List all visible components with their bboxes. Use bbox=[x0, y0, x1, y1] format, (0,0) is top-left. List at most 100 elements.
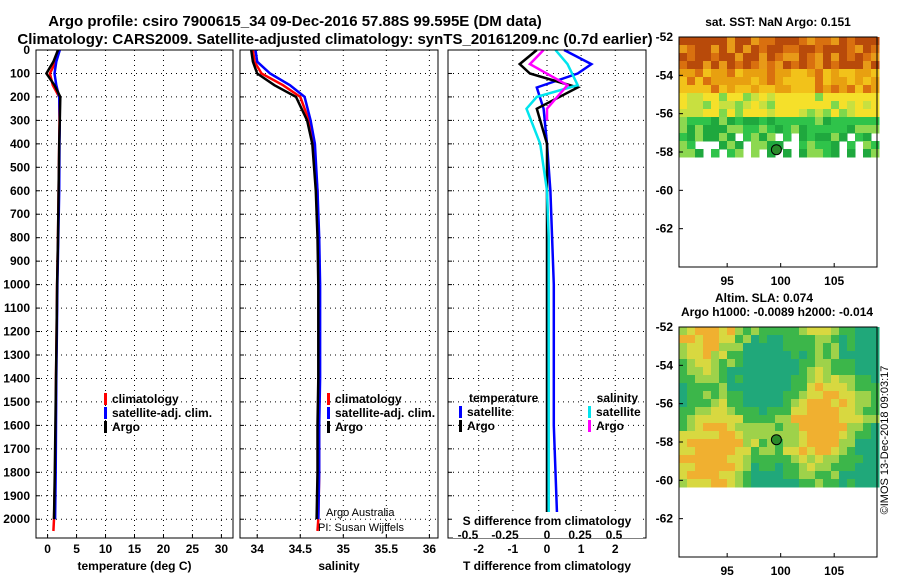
sla-cell bbox=[759, 335, 768, 344]
sst-cell bbox=[791, 101, 800, 110]
sla-cell bbox=[783, 407, 792, 416]
x-tick-label: 1 bbox=[578, 542, 585, 556]
sla-cell bbox=[847, 351, 856, 360]
legend-label: Argo bbox=[112, 420, 140, 434]
sst-cell bbox=[783, 61, 792, 70]
sst-cell bbox=[799, 133, 808, 142]
sla-cell bbox=[679, 399, 688, 408]
S-tick-label: -0.5 bbox=[458, 528, 479, 542]
x-tick-label: 5 bbox=[73, 542, 80, 556]
sst-cell bbox=[735, 45, 744, 54]
sst-cell bbox=[751, 149, 760, 158]
x-tick-label: -2 bbox=[473, 542, 484, 556]
sst-cell bbox=[719, 53, 728, 62]
sla-cell bbox=[863, 383, 872, 392]
sst-cell bbox=[751, 133, 760, 142]
sla-cell bbox=[823, 447, 832, 456]
sla-cell bbox=[743, 367, 752, 376]
y-tick-label: -56 bbox=[656, 397, 674, 411]
sla-cell bbox=[823, 375, 832, 384]
sst-cell bbox=[855, 93, 864, 102]
sla-cell bbox=[807, 415, 816, 424]
sst-cell bbox=[871, 85, 880, 94]
sla-cell bbox=[727, 383, 736, 392]
sla-cell bbox=[687, 335, 696, 344]
sst-cell bbox=[807, 53, 816, 62]
sst-cell bbox=[735, 141, 744, 150]
sst-cell bbox=[687, 101, 696, 110]
sst-cell bbox=[727, 149, 736, 158]
y-tick-label: 0 bbox=[23, 43, 30, 57]
sst-cell bbox=[863, 149, 872, 158]
sst-cell bbox=[871, 45, 880, 54]
sst-cell bbox=[863, 101, 872, 110]
sst-cell bbox=[759, 69, 768, 78]
sla-cell bbox=[695, 367, 704, 376]
sst-cell bbox=[759, 109, 768, 118]
sst-cell bbox=[743, 101, 752, 110]
sst-cell bbox=[855, 53, 864, 62]
map-frame bbox=[678, 326, 878, 558]
sla-cell bbox=[759, 471, 768, 480]
sla-cell bbox=[855, 423, 864, 432]
sst-cell bbox=[751, 125, 760, 134]
sla-cell bbox=[775, 447, 784, 456]
sla-cell bbox=[759, 351, 768, 360]
sla-cell bbox=[679, 471, 688, 480]
legend-swatch-S bbox=[588, 406, 591, 418]
sla-cell bbox=[703, 391, 712, 400]
sla-cell bbox=[847, 375, 856, 384]
sla-cell bbox=[735, 367, 744, 376]
sst-cell bbox=[783, 53, 792, 62]
sla-cell bbox=[759, 343, 768, 352]
sla-cell bbox=[695, 375, 704, 384]
sla-cell bbox=[751, 399, 760, 408]
sst-cell bbox=[727, 85, 736, 94]
sla-cell bbox=[847, 455, 856, 464]
sla-cell bbox=[839, 471, 848, 480]
sla-cell bbox=[863, 455, 872, 464]
sst-cell bbox=[695, 37, 704, 46]
sla-cell bbox=[767, 343, 776, 352]
sst-cell bbox=[791, 117, 800, 126]
sla-cell bbox=[807, 431, 816, 440]
sst-cell bbox=[743, 93, 752, 102]
sla-cell bbox=[759, 367, 768, 376]
sla-cell bbox=[783, 367, 792, 376]
sst-cell bbox=[775, 77, 784, 86]
sla-cell bbox=[751, 447, 760, 456]
y-tick-label: 1400 bbox=[3, 371, 30, 385]
sst-cell bbox=[775, 85, 784, 94]
sst-cell bbox=[831, 85, 840, 94]
sla-cell bbox=[775, 351, 784, 360]
sst-cell bbox=[711, 77, 720, 86]
sla-cell bbox=[719, 479, 728, 488]
sla-cell bbox=[719, 391, 728, 400]
sst-cell bbox=[767, 125, 776, 134]
S-tick-label: 0.25 bbox=[568, 528, 592, 542]
sla-cell bbox=[823, 415, 832, 424]
sst-cell bbox=[807, 117, 816, 126]
sla-cell bbox=[775, 335, 784, 344]
sla-cell bbox=[783, 327, 792, 336]
sla-cell bbox=[759, 447, 768, 456]
S-tick-label: 0.5 bbox=[606, 528, 623, 542]
sla-cell bbox=[839, 391, 848, 400]
sst-cell bbox=[703, 117, 712, 126]
sla-cell bbox=[743, 431, 752, 440]
sst-cell bbox=[735, 85, 744, 94]
sst-cell bbox=[847, 93, 856, 102]
sla-cell bbox=[823, 391, 832, 400]
sla-cell bbox=[807, 375, 816, 384]
sla-cell bbox=[703, 447, 712, 456]
sst-cell bbox=[855, 45, 864, 54]
sst-cell bbox=[735, 53, 744, 62]
x-tick-label: 34.5 bbox=[289, 542, 313, 556]
sla-cell bbox=[679, 439, 688, 448]
sla-cell bbox=[759, 359, 768, 368]
sla-cell bbox=[863, 327, 872, 336]
sla-cell bbox=[703, 367, 712, 376]
sla-cell bbox=[823, 343, 832, 352]
sla-cell bbox=[711, 463, 720, 472]
